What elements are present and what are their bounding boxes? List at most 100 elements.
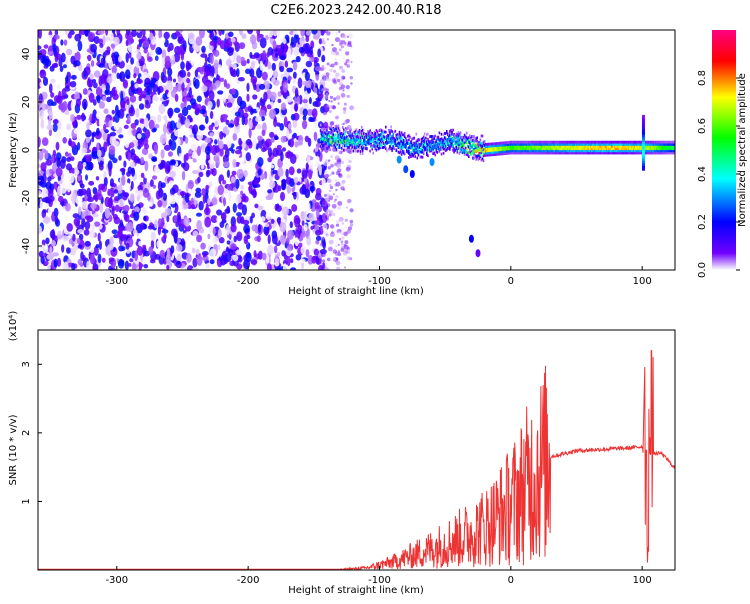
heatmap-noise-cell bbox=[335, 32, 337, 34]
heatmap-noise-cell bbox=[350, 82, 352, 84]
heatmap-noise-cell bbox=[281, 136, 287, 143]
heatmap-ridge-cell bbox=[389, 132, 391, 135]
heatmap-noise-cell bbox=[327, 179, 331, 183]
heatmap-noise-cell bbox=[126, 53, 129, 63]
heatmap-ridge-cell bbox=[333, 134, 335, 137]
heatmap-noise-cell bbox=[91, 60, 94, 67]
heatmap-noise-cell bbox=[90, 254, 94, 264]
heatmap-noise-cell bbox=[85, 241, 91, 247]
y-tick-label: -20 bbox=[21, 190, 32, 206]
heatmap-noise-cell bbox=[255, 116, 262, 122]
heatmap-noise-cell bbox=[308, 213, 314, 222]
heatmap-noise-cell bbox=[326, 72, 330, 76]
heatmap-noise-cell bbox=[178, 113, 183, 118]
heatmap-noise-cell bbox=[150, 259, 156, 263]
heatmap-noise-cell bbox=[266, 52, 270, 57]
heatmap-noise-cell bbox=[161, 149, 165, 158]
heatmap-noise-cell bbox=[235, 179, 239, 189]
heatmap-noise-cell bbox=[306, 30, 311, 35]
heatmap-noise-cell bbox=[292, 134, 295, 140]
heatmap-ridge-cell bbox=[473, 136, 475, 139]
heatmap-noise-cell bbox=[159, 37, 166, 44]
heatmap-noise-cell bbox=[193, 158, 197, 162]
heatmap-noise-cell bbox=[81, 218, 85, 227]
heatmap-noise-cell bbox=[97, 96, 101, 104]
heatmap-noise-cell bbox=[340, 229, 342, 231]
heatmap-noise-cell bbox=[306, 249, 310, 257]
heatmap-noise-cell bbox=[235, 150, 242, 154]
heatmap-noise-cell bbox=[287, 150, 292, 159]
heatmap-noise-cell bbox=[96, 176, 99, 180]
heatmap-noise-cell bbox=[334, 58, 337, 61]
heatmap-noise-cell bbox=[68, 33, 72, 39]
heatmap-noise-cell bbox=[321, 78, 325, 82]
heatmap-noise-cell bbox=[65, 203, 71, 211]
heatmap-noise-cell bbox=[298, 78, 303, 89]
heatmap-noise-cell bbox=[127, 222, 133, 232]
heatmap-noise-cell bbox=[226, 83, 230, 89]
heatmap-noise-cell bbox=[228, 191, 231, 201]
heatmap-noise-cell bbox=[92, 79, 96, 83]
heatmap-noise-cell bbox=[281, 250, 285, 256]
heatmap-noise-cell bbox=[156, 240, 161, 248]
heatmap-noise-cell bbox=[231, 224, 237, 233]
heatmap-noise-cell bbox=[174, 130, 180, 137]
heatmap-noise-cell bbox=[171, 55, 175, 66]
heatmap-noise-cell bbox=[47, 125, 54, 131]
heatmap-noise-cell bbox=[183, 233, 189, 239]
heatmap-noise-cell bbox=[329, 69, 332, 72]
heatmap-ridge-cell bbox=[432, 141, 434, 144]
heatmap-noise-cell bbox=[290, 258, 293, 263]
heatmap-noise-cell bbox=[291, 114, 296, 121]
heatmap-noise-cell bbox=[232, 171, 237, 176]
heatmap-noise-cell bbox=[250, 34, 256, 44]
heatmap-noise-cell bbox=[197, 96, 202, 103]
heatmap-noise-cell bbox=[48, 207, 52, 216]
heatmap-noise-cell bbox=[273, 71, 279, 78]
heatmap-noise-cell bbox=[287, 230, 294, 240]
heatmap-noise-cell bbox=[112, 110, 115, 115]
heatmap-noise-cell bbox=[230, 55, 234, 61]
heatmap-noise-cell bbox=[237, 216, 243, 224]
heatmap-noise-cell bbox=[66, 124, 71, 131]
heatmap-noise-cell bbox=[128, 152, 131, 161]
heatmap-noise-cell bbox=[243, 224, 250, 233]
heatmap-noise-cell bbox=[311, 27, 317, 35]
heatmap-noise-cell bbox=[81, 113, 85, 122]
heatmap-noise-cell bbox=[116, 26, 120, 36]
heatmap-noise-cell bbox=[348, 226, 352, 230]
heatmap-ridge-cell bbox=[366, 133, 368, 136]
heatmap-noise-cell bbox=[89, 73, 93, 79]
heatmap-noise-cell bbox=[328, 159, 330, 161]
heatmap-noise-cell bbox=[305, 136, 309, 143]
heatmap-noise-cell bbox=[258, 224, 261, 233]
heatmap-noise-cell bbox=[257, 136, 263, 141]
heatmap-noise-cell bbox=[327, 193, 331, 197]
heatmap-noise-cell bbox=[183, 200, 186, 205]
heatmap-ridge-cell bbox=[446, 130, 448, 133]
heatmap-noise-cell bbox=[231, 88, 235, 95]
heatmap-noise-cell bbox=[126, 99, 129, 105]
heatmap-noise-cell bbox=[72, 234, 75, 242]
heatmap-noise-cell bbox=[196, 220, 202, 230]
heatmap-noise-cell bbox=[331, 100, 333, 102]
heatmap-noise-cell bbox=[105, 56, 112, 64]
heatmap-ridge-cell bbox=[325, 150, 327, 153]
heatmap-noise-cell bbox=[270, 101, 274, 107]
heatmap-noise-cell bbox=[297, 199, 302, 207]
heatmap-noise-cell bbox=[83, 162, 87, 167]
heatmap-noise-cell bbox=[321, 200, 326, 205]
heatmap-noise-cell bbox=[334, 79, 336, 81]
heatmap-noise-cell bbox=[64, 39, 67, 45]
heatmap-noise-cell bbox=[227, 47, 233, 56]
heatmap-noise-cell bbox=[147, 56, 153, 62]
heatmap-noise-cell bbox=[239, 42, 245, 49]
heatmap-noise-cell bbox=[329, 190, 332, 193]
heatmap-ridge-cell bbox=[426, 151, 428, 154]
heatmap-noise-cell bbox=[86, 188, 91, 198]
heatmap-noise-cell bbox=[120, 168, 126, 172]
heatmap-noise-cell bbox=[201, 163, 205, 170]
heatmap-noise-cell bbox=[314, 132, 318, 142]
heatmap-ridge-cell bbox=[410, 170, 415, 178]
heatmap-noise-cell bbox=[316, 236, 322, 241]
